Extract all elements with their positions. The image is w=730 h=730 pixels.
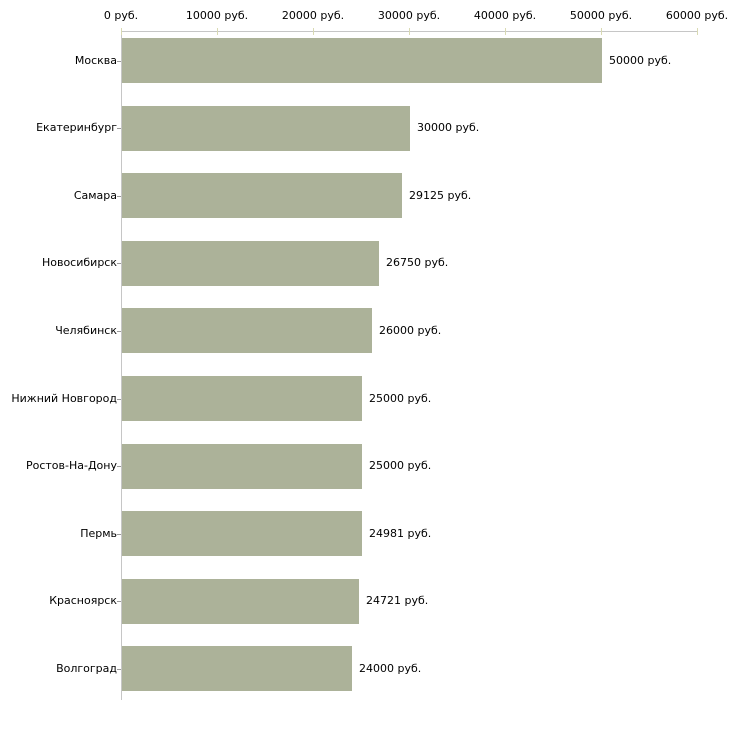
bar [122,308,372,354]
x-tick-mark [409,28,410,35]
y-category-label: Челябинск [55,323,117,337]
bar [122,376,362,421]
x-tick-mark [697,28,698,35]
bar [122,105,410,151]
bar-value-label: 24721 руб. [366,594,429,608]
category-tick-mark [117,196,121,197]
bar-value-label: 25000 руб. [369,459,432,473]
x-tick-mark [313,28,314,35]
category-tick-mark [117,263,121,264]
x-tick-label: 0 руб. [103,9,139,22]
bar-value-label: 30000 руб. [417,121,480,135]
x-tick-mark [601,28,602,35]
y-category-label: Пермь [80,526,117,540]
y-category-label: Екатеринбург [36,121,117,135]
bar [122,38,602,83]
x-tick-label: 40000 руб. [473,9,537,22]
y-category-label: Новосибирск [41,256,117,270]
bar-value-label: 25000 руб. [369,391,432,405]
category-tick-mark [117,331,121,332]
category-tick-mark [117,399,121,400]
x-tick-mark [121,28,122,35]
bar [122,578,359,624]
bar-value-label: 50000 руб. [609,53,672,67]
x-tick-label: 10000 руб. [185,9,249,22]
x-tick-mark [505,28,506,35]
x-tick-label: 20000 руб. [281,9,345,22]
bar [122,511,362,557]
x-tick-label: 30000 руб. [377,9,441,22]
bar-value-label: 24000 руб. [359,661,422,675]
category-tick-mark [117,601,121,602]
bar [122,173,402,219]
bar-value-label: 26000 руб. [379,323,442,337]
y-category-label: Красноярск [49,594,117,608]
y-category-label: Самара [73,188,117,202]
y-axis-line [121,31,122,700]
y-category-label: Москва [74,53,117,67]
category-tick-mark [117,128,121,129]
bar [122,240,379,286]
bar-value-label: 29125 руб. [409,188,472,202]
category-tick-mark [117,669,121,670]
y-category-label: Ростов-На-Дону [25,459,117,473]
x-tick-label: 60000 руб. [665,9,729,22]
category-tick-mark [117,61,121,62]
category-tick-mark [117,466,121,467]
bar-value-label: 26750 руб. [386,256,449,270]
bar-value-label: 24981 руб. [369,526,432,540]
bar [122,646,352,692]
category-tick-mark [117,534,121,535]
y-category-label: Нижний Новгород [11,391,117,405]
bar [122,443,362,489]
x-tick-label: 50000 руб. [569,9,633,22]
y-category-label: Волгоград [56,661,117,675]
x-tick-mark [217,28,218,35]
